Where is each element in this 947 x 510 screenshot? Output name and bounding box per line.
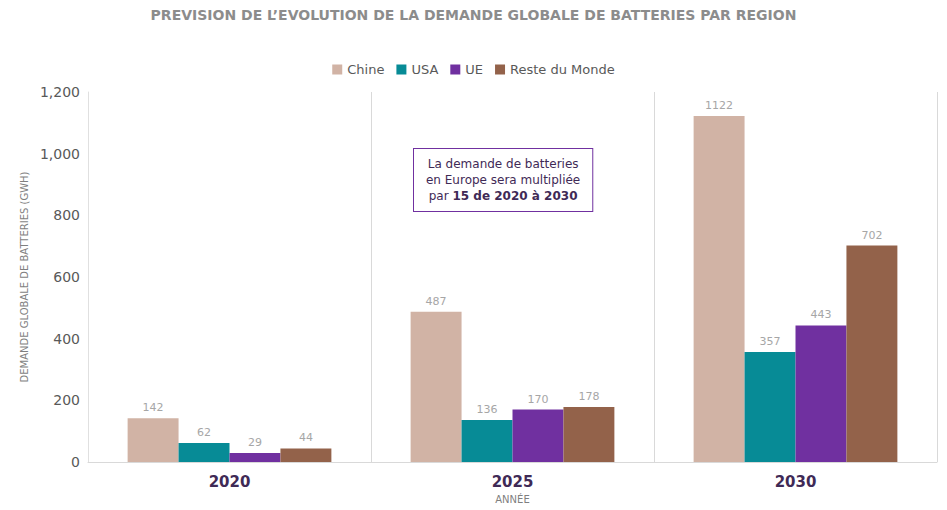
svg-text:2020: 2020 bbox=[209, 473, 251, 491]
svg-text:1,000: 1,000 bbox=[40, 146, 80, 162]
svg-text:178: 178 bbox=[578, 390, 599, 403]
svg-text:15 de 2020 à 2030: 15 de 2020 à 2030 bbox=[452, 189, 577, 203]
svg-text:136: 136 bbox=[477, 403, 498, 416]
svg-text:DEMANDE GLOBALE DE BATTERIES (: DEMANDE GLOBALE DE BATTERIES (GWH) bbox=[19, 171, 30, 382]
svg-text:UE: UE bbox=[465, 62, 483, 77]
svg-text:600: 600 bbox=[53, 269, 80, 285]
svg-text:400: 400 bbox=[53, 331, 80, 347]
svg-text:La demande de batteries: La demande de batteries bbox=[428, 157, 579, 171]
svg-text:0: 0 bbox=[71, 454, 80, 470]
svg-text:ANNÉE: ANNÉE bbox=[495, 493, 529, 505]
svg-text:2025: 2025 bbox=[492, 473, 534, 491]
svg-text:Reste du Monde: Reste du Monde bbox=[510, 62, 615, 77]
svg-text:44: 44 bbox=[299, 431, 313, 444]
svg-text:PREVISION DE L’EVOLUTION DE LA: PREVISION DE L’EVOLUTION DE LA DEMANDE G… bbox=[151, 7, 797, 23]
svg-text:702: 702 bbox=[861, 229, 882, 242]
svg-text:en Europe sera multipliée: en Europe sera multipliée bbox=[426, 173, 580, 187]
svg-text:62: 62 bbox=[197, 426, 211, 439]
svg-text:Chine: Chine bbox=[347, 62, 384, 77]
svg-text:800: 800 bbox=[53, 207, 80, 223]
svg-text:357: 357 bbox=[760, 335, 781, 348]
svg-text:487: 487 bbox=[426, 295, 447, 308]
svg-text:200: 200 bbox=[53, 392, 80, 408]
svg-text:443: 443 bbox=[810, 308, 831, 321]
svg-text:1122: 1122 bbox=[705, 99, 733, 112]
svg-text:2030: 2030 bbox=[775, 473, 817, 491]
svg-text:USA: USA bbox=[411, 62, 438, 77]
svg-text:142: 142 bbox=[143, 401, 164, 414]
svg-text:29: 29 bbox=[248, 436, 262, 449]
svg-text:1,200: 1,200 bbox=[40, 84, 80, 100]
svg-text:par: par bbox=[429, 189, 453, 203]
svg-text:170: 170 bbox=[527, 393, 548, 406]
